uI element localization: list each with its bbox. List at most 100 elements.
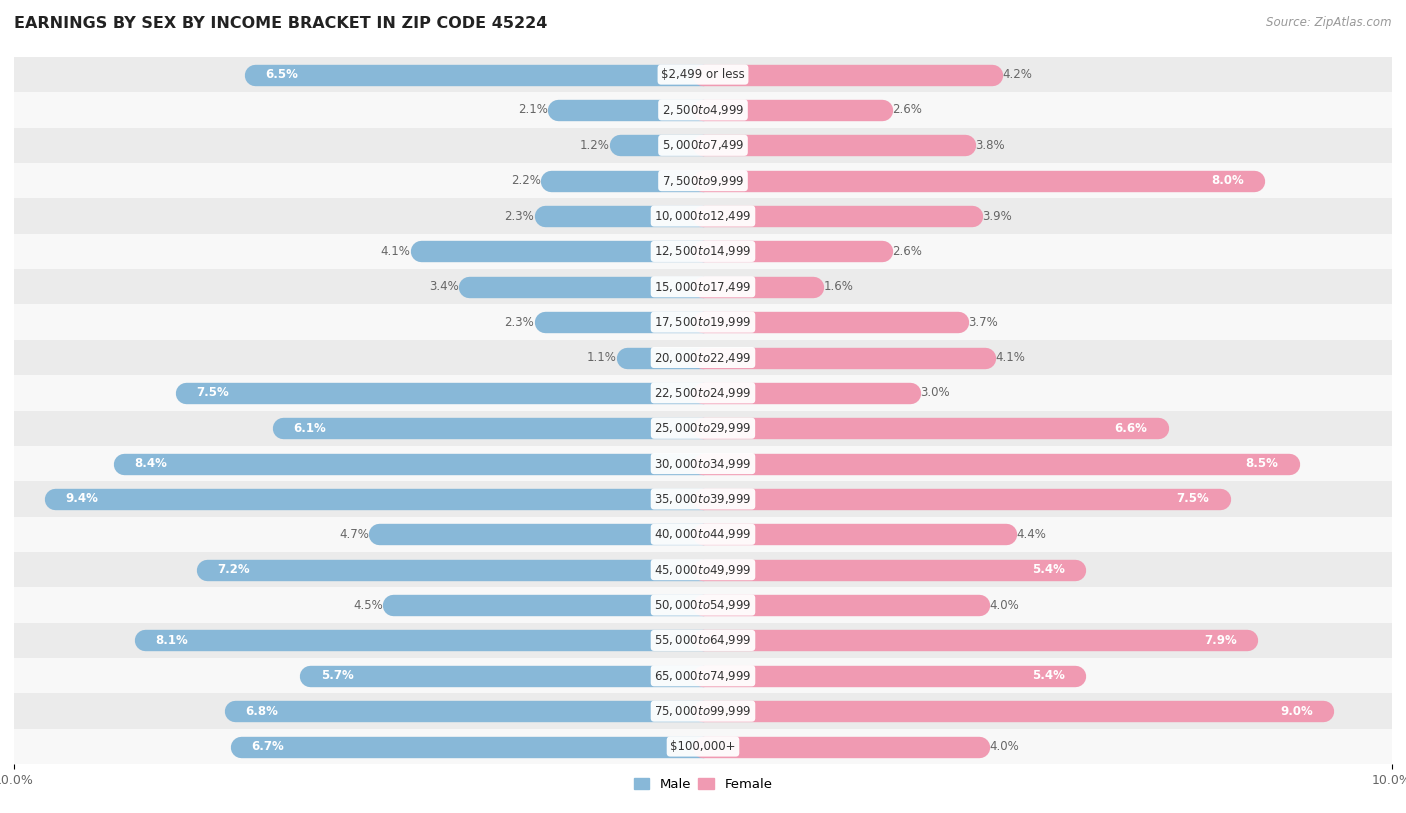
Bar — [14, 92, 1392, 128]
Text: 6.5%: 6.5% — [266, 68, 298, 81]
Bar — [124, 454, 703, 473]
Text: $25,000 to $29,999: $25,000 to $29,999 — [654, 421, 752, 435]
Text: 2.3%: 2.3% — [505, 210, 534, 223]
Bar — [14, 623, 1392, 659]
Bar — [55, 489, 703, 509]
Text: 6.7%: 6.7% — [252, 740, 284, 753]
Bar — [14, 163, 1392, 198]
Bar — [14, 57, 1392, 92]
Text: 4.4%: 4.4% — [1017, 528, 1046, 541]
Bar — [703, 560, 1076, 580]
Text: 3.4%: 3.4% — [429, 280, 458, 293]
Bar — [14, 304, 1392, 340]
Text: $30,000 to $34,999: $30,000 to $34,999 — [654, 457, 752, 471]
Bar — [14, 340, 1392, 375]
Bar — [14, 198, 1392, 234]
Bar — [551, 171, 703, 190]
Text: 4.5%: 4.5% — [353, 598, 382, 611]
Text: $100,000+: $100,000+ — [671, 740, 735, 753]
Text: 1.6%: 1.6% — [824, 280, 853, 293]
Bar — [703, 241, 882, 261]
Text: $65,000 to $74,999: $65,000 to $74,999 — [654, 669, 752, 683]
Text: 4.1%: 4.1% — [995, 351, 1025, 364]
Text: $17,500 to $19,999: $17,500 to $19,999 — [654, 315, 752, 329]
Text: $10,000 to $12,499: $10,000 to $12,499 — [654, 209, 752, 223]
Bar — [468, 277, 703, 297]
Text: 5.4%: 5.4% — [1032, 563, 1064, 576]
Bar — [256, 65, 703, 85]
Text: 3.8%: 3.8% — [976, 139, 1005, 152]
Text: 4.1%: 4.1% — [381, 245, 411, 258]
Text: 6.8%: 6.8% — [245, 705, 278, 718]
Bar — [703, 65, 993, 85]
Bar — [14, 517, 1392, 552]
Text: $15,000 to $17,499: $15,000 to $17,499 — [654, 280, 752, 293]
Bar — [380, 524, 703, 544]
Bar — [703, 454, 1289, 473]
Bar — [703, 348, 986, 367]
Text: EARNINGS BY SEX BY INCOME BRACKET IN ZIP CODE 45224: EARNINGS BY SEX BY INCOME BRACKET IN ZIP… — [14, 16, 547, 31]
Bar — [703, 383, 910, 402]
Bar — [14, 729, 1392, 764]
Text: $55,000 to $64,999: $55,000 to $64,999 — [654, 633, 752, 647]
Text: 7.9%: 7.9% — [1204, 634, 1237, 647]
Text: $2,500 to $4,999: $2,500 to $4,999 — [662, 103, 744, 117]
Bar — [703, 171, 1254, 190]
Legend: Male, Female: Male, Female — [628, 773, 778, 797]
Bar — [14, 269, 1392, 304]
Text: 9.0%: 9.0% — [1279, 705, 1313, 718]
Text: 2.2%: 2.2% — [512, 174, 541, 187]
Text: 3.9%: 3.9% — [981, 210, 1012, 223]
Bar — [703, 419, 1157, 438]
Bar — [14, 411, 1392, 446]
Text: $20,000 to $22,499: $20,000 to $22,499 — [654, 350, 752, 364]
Bar — [558, 100, 703, 120]
Bar — [14, 446, 1392, 481]
Text: Source: ZipAtlas.com: Source: ZipAtlas.com — [1267, 16, 1392, 29]
Text: $2,499 or less: $2,499 or less — [661, 68, 745, 81]
Bar — [703, 524, 1007, 544]
Bar — [14, 693, 1392, 729]
Text: $35,000 to $39,999: $35,000 to $39,999 — [654, 492, 752, 506]
Bar — [620, 136, 703, 155]
Text: 5.4%: 5.4% — [1032, 669, 1064, 682]
Bar — [627, 348, 703, 367]
Bar — [14, 587, 1392, 623]
Bar — [242, 737, 703, 756]
Text: $22,500 to $24,999: $22,500 to $24,999 — [654, 386, 752, 400]
Text: 1.1%: 1.1% — [588, 351, 617, 364]
Bar — [14, 233, 1392, 269]
Bar — [703, 702, 1323, 721]
Text: $12,500 to $14,999: $12,500 to $14,999 — [654, 245, 752, 259]
Text: 6.6%: 6.6% — [1115, 422, 1147, 435]
Text: 7.5%: 7.5% — [197, 386, 229, 399]
Text: $75,000 to $99,999: $75,000 to $99,999 — [654, 704, 752, 718]
Bar — [14, 128, 1392, 163]
Bar — [703, 666, 1076, 685]
Text: 7.2%: 7.2% — [218, 563, 250, 576]
Text: 4.0%: 4.0% — [988, 740, 1019, 753]
Bar — [703, 312, 957, 332]
Bar — [703, 100, 882, 120]
Bar — [392, 595, 703, 615]
Text: 2.3%: 2.3% — [505, 315, 534, 328]
Text: 4.0%: 4.0% — [988, 598, 1019, 611]
Text: 2.6%: 2.6% — [893, 245, 922, 258]
Bar — [14, 481, 1392, 517]
Bar — [283, 419, 703, 438]
Bar — [703, 207, 972, 226]
Bar — [420, 241, 703, 261]
Text: 5.7%: 5.7% — [321, 669, 353, 682]
Bar — [544, 312, 703, 332]
Bar — [703, 737, 979, 756]
Text: 8.4%: 8.4% — [135, 457, 167, 470]
Bar — [14, 552, 1392, 587]
Bar — [703, 277, 813, 297]
Text: 8.1%: 8.1% — [155, 634, 188, 647]
Text: 3.7%: 3.7% — [969, 315, 998, 328]
Bar — [703, 595, 979, 615]
Text: $45,000 to $49,999: $45,000 to $49,999 — [654, 563, 752, 576]
Text: 6.1%: 6.1% — [292, 422, 326, 435]
Text: 4.7%: 4.7% — [339, 528, 368, 541]
Text: 2.6%: 2.6% — [893, 103, 922, 116]
